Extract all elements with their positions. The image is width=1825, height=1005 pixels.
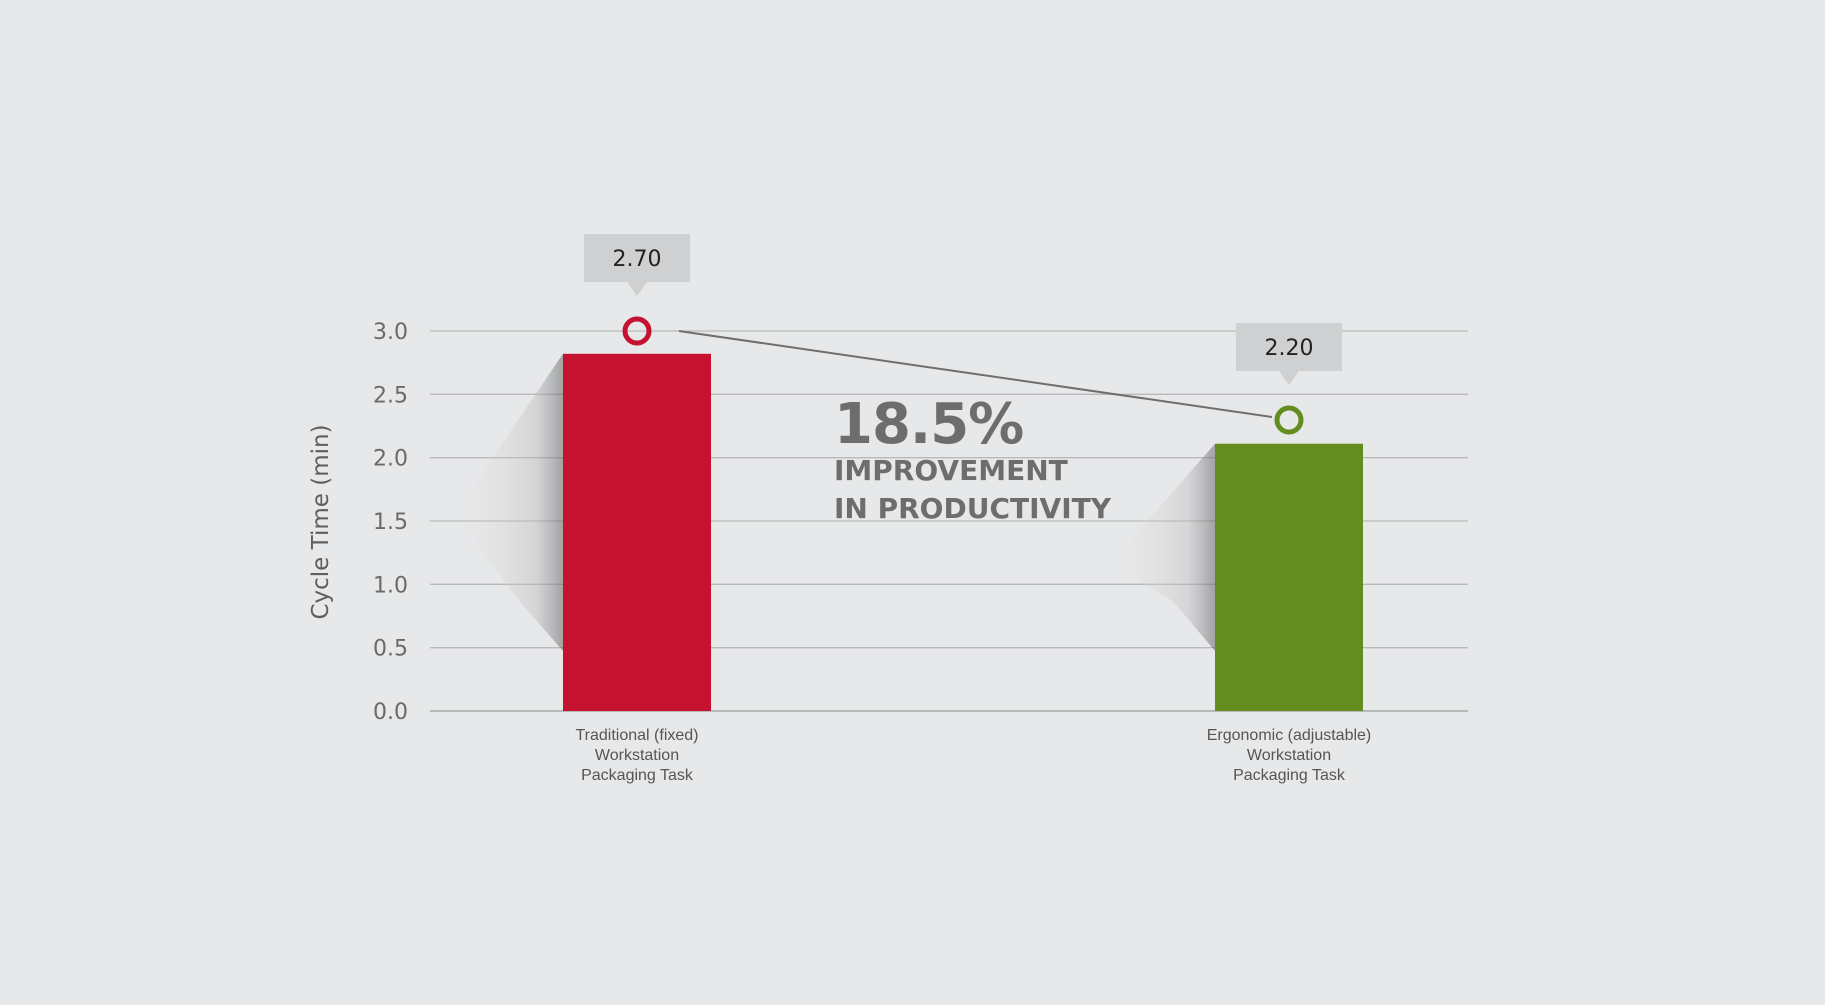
improvement-percent: 18.5% [834, 392, 1023, 457]
x-axis-labels: Traditional (fixed) Workstation Packaging … [575, 727, 1371, 784]
trend-markers [622, 316, 1304, 435]
value-callouts: 2.70 2.20 [584, 234, 1342, 385]
x-tick-label: Traditional (fixed) Workstation Packaging … [575, 727, 698, 784]
value-callout: 2.20 [1236, 323, 1342, 385]
y-tick-label: 0.0 [373, 700, 408, 725]
improvement-line-1: IMPROVEMENT [834, 454, 1068, 487]
y-tick-label: 1.0 [373, 573, 408, 598]
y-tick-label: 2.5 [373, 383, 408, 408]
y-axis: 0.0 0.5 1.0 1.5 2.0 2.5 3.0 [373, 320, 408, 725]
value-label: 2.70 [613, 247, 662, 272]
value-callout: 2.70 [584, 234, 690, 296]
y-tick-label: 3.0 [373, 320, 408, 345]
bars [563, 353, 1363, 711]
improvement-annotation: 18.5% IMPROVEMENT IN PRODUCTIVITY [834, 392, 1112, 525]
trend-line [678, 330, 1273, 418]
y-axis-label: Cycle Time (min) [308, 424, 334, 619]
value-marker [622, 316, 652, 346]
bar [563, 353, 711, 711]
x-tick-label: Ergonomic (adjustable) Workstation Packagi… [1207, 727, 1372, 784]
y-tick-label: 0.5 [373, 637, 408, 662]
value-label: 2.20 [1265, 336, 1314, 361]
y-tick-label: 1.5 [373, 510, 408, 535]
bar-shadow [453, 353, 563, 651]
y-tick-label: 2.0 [373, 447, 408, 472]
bar [1215, 443, 1363, 711]
value-marker [1274, 405, 1304, 435]
bar-shadow [1109, 443, 1215, 651]
bar-shadows [453, 353, 1215, 651]
improvement-line-2: IN PRODUCTIVITY [834, 492, 1112, 525]
